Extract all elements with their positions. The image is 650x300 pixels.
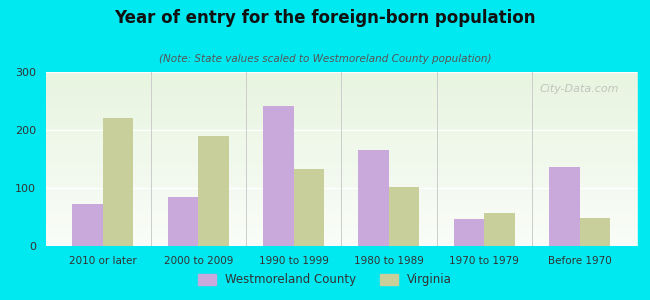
Bar bbox=[263, 106, 294, 246]
Legend: Westmoreland County, Virginia: Westmoreland County, Virginia bbox=[193, 269, 457, 291]
Bar bbox=[358, 150, 389, 246]
Bar bbox=[580, 218, 610, 246]
Bar bbox=[484, 213, 515, 246]
Bar bbox=[103, 118, 133, 246]
Bar bbox=[198, 136, 229, 246]
Bar bbox=[389, 187, 419, 246]
Bar bbox=[294, 169, 324, 246]
Bar bbox=[72, 204, 103, 246]
Bar bbox=[454, 219, 484, 246]
Text: (Note: State values scaled to Westmoreland County population): (Note: State values scaled to Westmorela… bbox=[159, 54, 491, 64]
Text: City-Data.com: City-Data.com bbox=[540, 84, 619, 94]
Bar bbox=[549, 167, 580, 246]
Text: Year of entry for the foreign-born population: Year of entry for the foreign-born popul… bbox=[114, 9, 536, 27]
Bar bbox=[168, 197, 198, 246]
